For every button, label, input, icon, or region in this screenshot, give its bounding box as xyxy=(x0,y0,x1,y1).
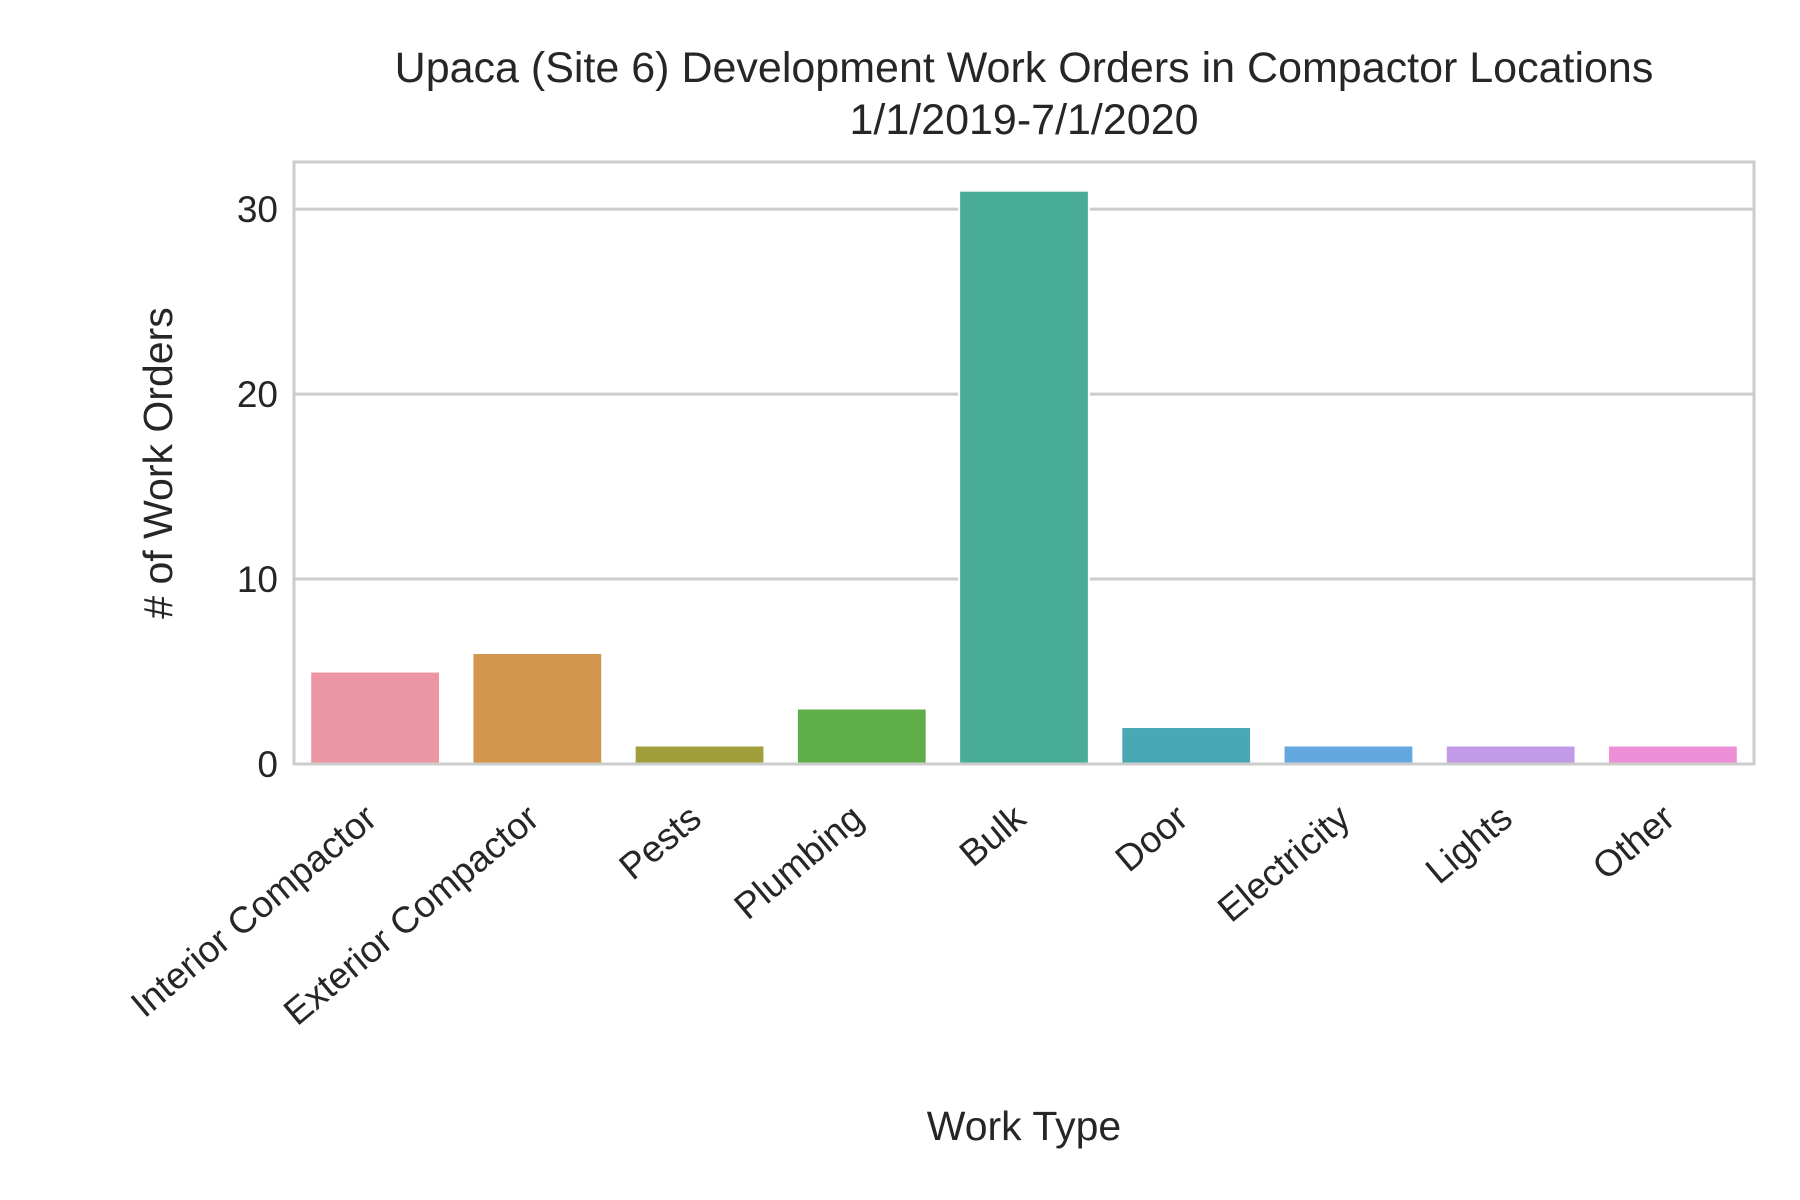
y-tick-label: 10 xyxy=(237,559,278,600)
y-tick-labels: 0 10 20 30 xyxy=(237,189,278,785)
bar-exterior-compactor xyxy=(471,652,604,766)
bar-door xyxy=(1120,726,1253,765)
bar-bulk xyxy=(958,189,1090,765)
bar-electricity xyxy=(1282,744,1415,765)
bar-lights xyxy=(1444,744,1577,765)
y-tick-label: 20 xyxy=(237,374,278,415)
bar-plumbing xyxy=(795,707,928,765)
bars xyxy=(309,189,1739,766)
x-tick-label: Other xyxy=(1585,797,1682,888)
x-tick-label: Pests xyxy=(611,797,708,888)
y-tick-label: 0 xyxy=(257,744,278,785)
y-tick-label: 30 xyxy=(237,189,278,230)
y-axis-label: # of Work Orders xyxy=(135,307,181,618)
x-tick-label: Plumbing xyxy=(726,797,871,928)
plot-frame xyxy=(292,160,1756,766)
x-tick-label: Electricity xyxy=(1210,796,1358,929)
chart-title: Upaca (Site 6) Development Work Orders i… xyxy=(395,44,1654,92)
bar-pests xyxy=(633,744,766,765)
x-tick-label: Bulk xyxy=(952,796,1034,874)
bar-other xyxy=(1607,744,1739,765)
x-axis-label: Work Type xyxy=(927,1103,1121,1149)
bar-interior-compactor xyxy=(309,670,441,765)
chart-subtitle: 1/1/2019-7/1/2020 xyxy=(849,96,1198,144)
x-tick-label: Lights xyxy=(1418,797,1520,892)
x-tick-label: Door xyxy=(1108,797,1196,880)
